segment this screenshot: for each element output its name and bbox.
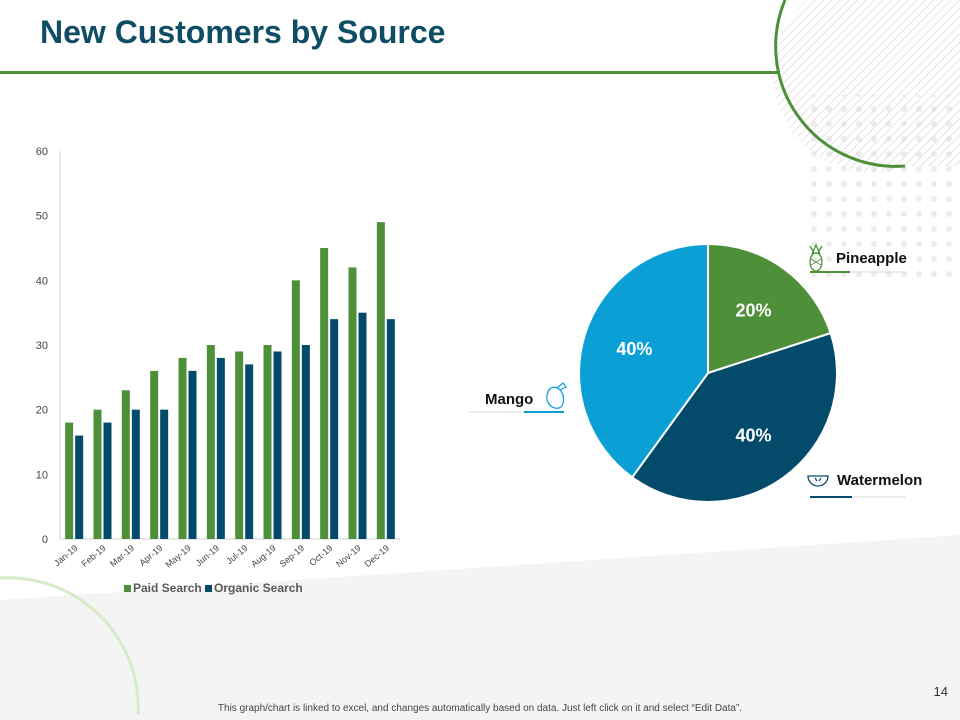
y-tick-label: 30 bbox=[36, 340, 48, 352]
paid-search-bar bbox=[235, 351, 244, 539]
x-tick-label: Jul-19 bbox=[224, 543, 249, 566]
paid-search-bar bbox=[291, 280, 300, 539]
pie-value-label: 40% bbox=[616, 339, 652, 359]
paid-search-bar bbox=[178, 357, 187, 539]
paid-search-bar bbox=[150, 370, 159, 539]
legend-swatch bbox=[205, 585, 212, 592]
organic-search-bar bbox=[245, 364, 254, 539]
pie-slice-watermelon bbox=[630, 331, 838, 503]
bar-chart: 0 10 20 30 40 50 60 Jan-19 Feb-19 Mar-19 Apr-19May… bbox=[36, 146, 400, 595]
x-tick-label: Mar-19 bbox=[108, 543, 136, 569]
footnote: This graph/chart is linked to excel, and… bbox=[217, 703, 743, 714]
organic-search-bar bbox=[301, 345, 310, 539]
organic-search-bar bbox=[103, 422, 112, 539]
x-tick-label: Dec-19 bbox=[362, 543, 391, 569]
y-tick-label: 40 bbox=[36, 275, 48, 287]
y-tick-label: 0 bbox=[42, 534, 48, 546]
x-tick-label: Sep-19 bbox=[277, 543, 306, 569]
pie-slice-pineapple bbox=[707, 242, 832, 375]
organic-search-bar bbox=[131, 409, 140, 539]
y-tick-label: 50 bbox=[36, 211, 48, 223]
organic-search-bar bbox=[358, 312, 367, 539]
legend-label: Organic Search bbox=[214, 581, 303, 595]
mango-icon bbox=[546, 382, 567, 409]
pineapple-icon bbox=[809, 243, 823, 272]
pie-category-label: Watermelon bbox=[837, 472, 922, 489]
pie-slice-mango bbox=[578, 242, 709, 479]
legend-swatch bbox=[124, 585, 131, 592]
paid-search-bar bbox=[263, 345, 272, 539]
page-number: 14 bbox=[933, 684, 948, 699]
x-tick-label: Nov-19 bbox=[334, 543, 363, 569]
organic-search-bar bbox=[216, 357, 225, 539]
pie-value-label: 20% bbox=[735, 300, 771, 320]
slide-title: New Customers by Source bbox=[40, 14, 446, 50]
title-underline bbox=[0, 71, 780, 74]
organic-search-bar bbox=[330, 319, 339, 539]
y-tick-label: 10 bbox=[36, 469, 48, 481]
paid-search-bar bbox=[206, 345, 215, 539]
paid-search-bar bbox=[93, 409, 102, 539]
organic-search-bar bbox=[160, 409, 169, 539]
paid-search-bar bbox=[121, 390, 130, 539]
y-tick-label: 60 bbox=[36, 146, 48, 158]
organic-search-bar bbox=[75, 435, 84, 539]
organic-search-bar bbox=[188, 370, 197, 539]
x-tick-label: Jun-19 bbox=[194, 543, 222, 568]
paid-search-bar bbox=[376, 222, 385, 539]
x-tick-label: May-19 bbox=[163, 543, 192, 570]
pie-category-label: Mango bbox=[485, 391, 533, 408]
paid-search-bar bbox=[348, 267, 357, 539]
x-tick-label: Apr-19 bbox=[137, 543, 164, 568]
pie-chart: 20% 40% 40% Pineapple Watermelon Mango bbox=[468, 242, 922, 503]
x-tick-label: Aug-19 bbox=[249, 543, 278, 569]
x-tick-label: Feb-19 bbox=[80, 543, 108, 569]
organic-search-bar bbox=[386, 319, 395, 539]
y-tick-label: 20 bbox=[36, 405, 48, 417]
paid-search-bar bbox=[320, 248, 329, 539]
legend-label: Paid Search bbox=[133, 581, 202, 595]
organic-search-bar bbox=[273, 351, 282, 539]
pie-category-label: Pineapple bbox=[836, 250, 907, 267]
paid-search-bar bbox=[65, 422, 74, 539]
watermelon-icon bbox=[807, 475, 829, 487]
x-tick-label: Oct-19 bbox=[307, 543, 334, 568]
x-tick-label: Jan-19 bbox=[52, 543, 80, 568]
pie-value-label: 40% bbox=[735, 426, 771, 446]
